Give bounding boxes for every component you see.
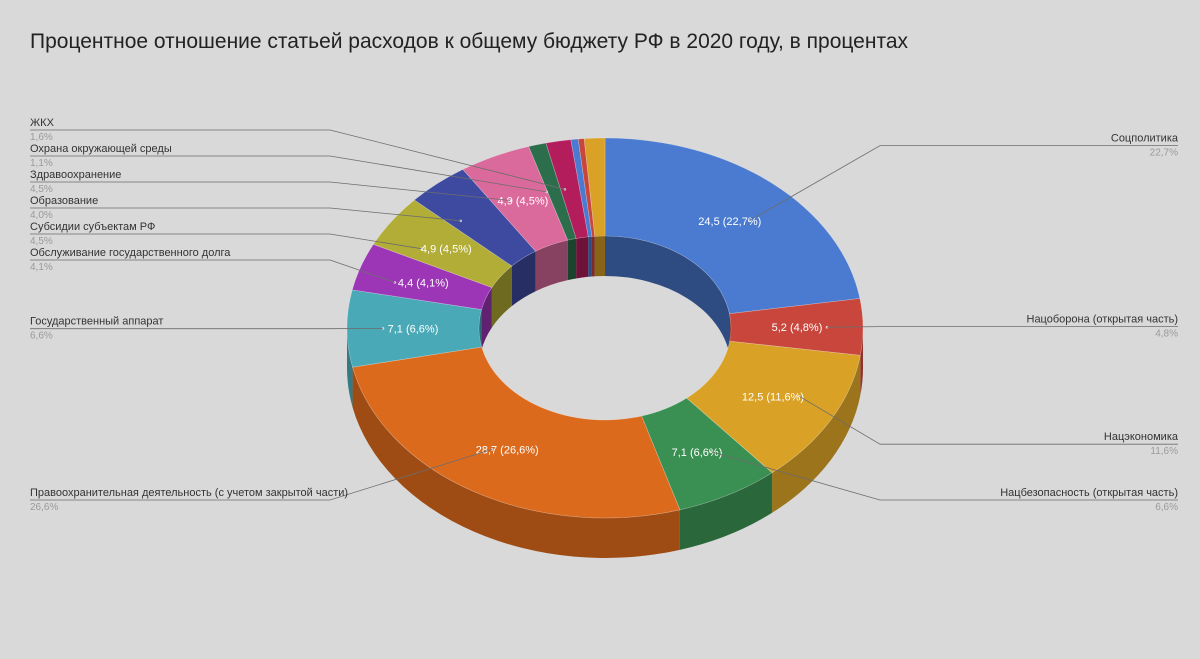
slice-1	[604, 137, 861, 315]
leader-line	[30, 155, 547, 193]
leader-line	[30, 449, 493, 501]
slice-name-label: Субсидии субъектам РФ	[30, 221, 155, 233]
slice-name-label: Нацбезопасность (открытая часть)	[1000, 487, 1178, 499]
data-label: 28,7 (26,6%)	[476, 444, 539, 456]
slice-7	[351, 243, 493, 310]
slice-side	[347, 328, 353, 408]
slice-inner-wall	[567, 238, 577, 281]
donut-data-labels: 24,5 (22,7%) 5,2 (4,8%) 12,5 (11,6%) 7,1 (6…	[388, 196, 823, 459]
slice-inner-wall	[576, 236, 589, 279]
donut-sides	[347, 328, 863, 558]
slice-percent-label: 1,6%	[30, 132, 53, 143]
slice-name-label: Охрана окружающей среды	[30, 143, 172, 155]
data-label: 7,1 (6,6%)	[672, 447, 723, 459]
leader-line	[749, 145, 1178, 222]
data-label: 12,5 (11,6%)	[742, 391, 804, 403]
data-label: 4,9 (4,5%)	[498, 196, 549, 208]
slice-inner-wall	[588, 236, 592, 277]
slice-inner-wall	[594, 236, 605, 277]
slice-percent-label: 4,5%	[30, 236, 53, 247]
slice-percent-label: 6,6%	[1155, 502, 1178, 513]
slice-inner-wall	[481, 287, 492, 350]
leader-line	[826, 326, 1178, 328]
slice-inner-wall	[535, 240, 568, 292]
chart-title: Процентное отношение статьей расходов к …	[30, 30, 909, 53]
slice-name-label: Обслуживание государственного долга	[30, 247, 231, 259]
slice-percent-label: 26,6%	[30, 502, 58, 513]
data-label: 24,5 (22,7%)	[698, 216, 761, 228]
donut-annotations: ЖКХ 1,6%Охрана окружающей среды 1,1%Здраво…	[30, 117, 1179, 513]
data-label: 4,4 (4,1%)	[398, 277, 449, 289]
slice-side	[772, 355, 861, 513]
slice-name-label: Соцполитика	[1111, 133, 1179, 145]
slice-inner-wall	[511, 251, 536, 307]
slice-3	[686, 340, 861, 474]
slice-inner-wall	[605, 236, 730, 354]
slice-name-label: Государственный аппарат	[30, 316, 163, 328]
leader-line	[711, 451, 1178, 501]
slice-percent-label: 4,1%	[30, 262, 53, 273]
leader-line	[30, 207, 461, 222]
leader-dot	[508, 199, 512, 202]
leader-line	[30, 259, 396, 283]
slice-percent-label: 22,7%	[1150, 148, 1178, 159]
slice-inner-wall	[491, 266, 512, 328]
leader-line	[30, 181, 511, 201]
donut-inner-wall	[479, 236, 731, 368]
slice-percent-label: 11,6%	[1150, 446, 1178, 457]
slice-name-label: Здравоохранение	[30, 169, 121, 181]
slice-side	[679, 472, 773, 550]
data-label: 5,2 (4,8%)	[772, 322, 823, 334]
leader-line	[30, 233, 422, 250]
slice-name-label: Образование	[30, 195, 98, 207]
slice-percent-label: 6,6%	[30, 331, 53, 342]
slice-name-label: ЖКХ	[30, 117, 55, 129]
slice-percent-label: 4,8%	[1155, 329, 1178, 340]
donut-top	[346, 137, 864, 519]
slice-5	[352, 346, 681, 519]
slice-percent-label: 1,1%	[30, 158, 53, 169]
leader-line	[799, 395, 1178, 445]
slice-name-label: Нацоборона (открытая часть)	[1027, 314, 1179, 326]
slice-name-label: Нацэкономика	[1104, 431, 1179, 443]
slice-percent-label: 4,5%	[30, 184, 53, 195]
slice-inner-wall	[591, 236, 595, 277]
slice-name-label: Правоохранительная деятельность (с учето…	[30, 487, 348, 499]
data-label: 4,9 (4,5%)	[421, 244, 472, 256]
leader-line	[30, 129, 565, 190]
leader-dot	[393, 281, 397, 284]
slice-side	[860, 328, 863, 396]
slice-percent-label: 4,0%	[30, 210, 53, 221]
data-label: 7,1 (6,6%)	[388, 323, 439, 335]
slice-side	[352, 367, 680, 558]
slice-15	[583, 137, 606, 237]
